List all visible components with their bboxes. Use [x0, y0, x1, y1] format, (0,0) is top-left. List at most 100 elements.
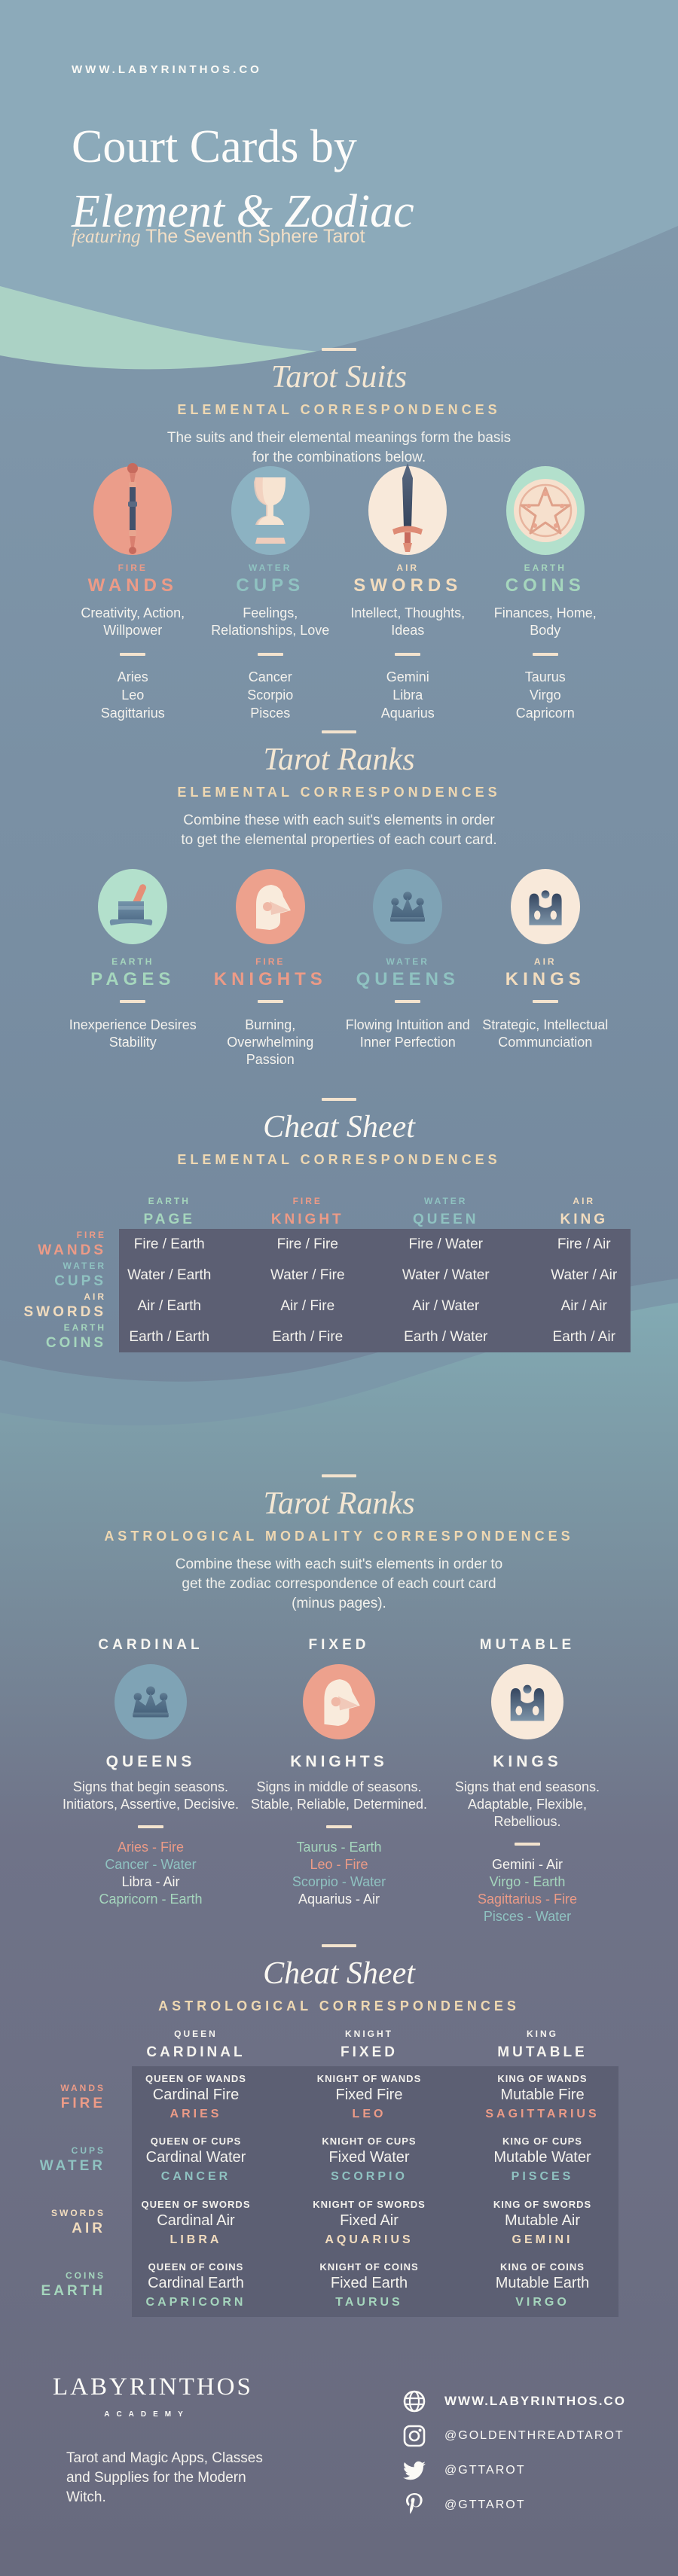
section-divider — [322, 1098, 356, 1101]
row-element: AIR — [72, 2221, 105, 2237]
section-cheat-astro: Cheat Sheet ASTROLOGICAL CORRESPONDENCES… — [0, 1944, 678, 2336]
table-cell: Water / Earth — [127, 1267, 212, 1283]
suit-cups: WATER CUPS Feelings, Relationships, Love… — [202, 466, 340, 722]
section-description: The suits and their elemental meanings f… — [166, 430, 512, 465]
column-element: WATER — [424, 1196, 468, 1206]
table-cell: Earth / Earth — [129, 1328, 210, 1345]
small-divider — [532, 653, 558, 656]
social-pinterest[interactable]: @GTTAROT — [401, 2492, 626, 2518]
rank-kings: AIR KINGS Strategic, Intellectual Commun… — [477, 869, 615, 1069]
suit-zodiac-list: Taurus Virgo Capricorn — [516, 668, 575, 722]
social-website[interactable]: WWW.LABYRINTHOS.CO — [401, 2389, 626, 2414]
social-links: WWW.LABYRINTHOS.CO @GOLDENTHREADTAROT @G… — [401, 2389, 626, 2527]
table-cell: Fire / Earth — [133, 1236, 205, 1252]
section-description: Combine these with each suit's elements … — [175, 1556, 503, 1611]
row-suit: COINS — [65, 2270, 105, 2282]
section-cheat-elemental: Cheat Sheet ELEMENTAL CORRESPONDENCES EA… — [0, 1098, 678, 1369]
court-card-cell: KING OF COINS Mutable Earth VIRGO — [495, 2260, 590, 2309]
cheat1-row-headers: FIRE WANDS WATER CUPS AIR SWORDS EARTH C… — [0, 1229, 106, 1352]
row-element: FIRE — [76, 1229, 106, 1240]
row-suit: CUPS — [54, 1273, 106, 1289]
small-divider — [138, 1825, 163, 1828]
row-element: WATER — [39, 2157, 105, 2174]
small-divider — [395, 1000, 421, 1003]
knight-helmet-icon — [324, 1679, 360, 1726]
sign-item: Aquarius - Air — [298, 1892, 380, 1907]
element-label: FIRE — [118, 562, 148, 573]
section-modality: Tarot Ranks ASTROLOGICAL MODALITY CORRES… — [0, 1474, 678, 1924]
court-card-cell: KNIGHT OF COINS Fixed Earth TAURUS — [319, 2260, 419, 2309]
sword-icon — [392, 463, 423, 552]
rank-name: QUEENS — [105, 1753, 196, 1770]
court-card-cell: KNIGHT OF WANDS Fixed Fire LEO — [316, 2073, 422, 2121]
rank-name: KINGS — [493, 1753, 562, 1770]
knights-bubble — [235, 869, 305, 944]
mutable-bubble — [491, 1664, 563, 1739]
queen-crown-icon — [390, 892, 426, 922]
row-element: FIRE — [60, 2095, 105, 2111]
cheat1-column-headers: EARTH PAGE FIRE KNIGHT WATER QUEEN AIR K… — [100, 1196, 653, 1229]
zodiac-item: Sagittarius — [100, 706, 165, 721]
logo-title: LABYRINTHOS — [53, 2373, 253, 2401]
page-title-line1: Court Cards by — [72, 121, 357, 172]
rank-pages: EARTH PAGES Inexperience Desires Stabili… — [64, 869, 202, 1069]
table-cell: Earth / Air — [552, 1328, 615, 1345]
small-divider — [326, 1825, 352, 1828]
kings-bubble — [510, 869, 580, 944]
section-title: Cheat Sheet — [263, 1956, 415, 1991]
column-element: FIRE — [292, 1196, 322, 1206]
site-url[interactable]: WWW.LABYRINTHOS.CO — [72, 63, 262, 76]
section-divider — [322, 730, 356, 733]
rank-name: PAGES — [90, 969, 176, 989]
wand-icon — [127, 463, 139, 554]
page-title-line2: Element & Zodiac — [72, 186, 414, 237]
social-twitter[interactable]: @GTTAROT — [401, 2458, 626, 2483]
instagram-icon — [401, 2425, 428, 2447]
modality-meaning: Signs in middle of seasons. Stable, Reli… — [250, 1779, 428, 1812]
section-subtitle: ELEMENTAL CORRESPONDENCES — [177, 402, 501, 417]
cheat1-table-background — [119, 1229, 631, 1352]
court-card-cell: QUEEN OF WANDS Cardinal Fire ARIES — [145, 2073, 246, 2121]
row-suit: CUPS — [71, 2145, 105, 2156]
court-card-cell: KING OF CUPS Mutable Water PISCES — [493, 2135, 591, 2184]
section-divider — [322, 1474, 356, 1477]
section-tarot-ranks: Tarot Ranks ELEMENTAL CORRESPONDENCES Co… — [0, 730, 678, 1092]
zodiac-item: Capricorn — [515, 706, 575, 721]
coins-bubble — [505, 466, 585, 555]
rank-queens: WATER QUEENS Flowing Intuition and Inner… — [339, 869, 477, 1069]
zodiac-item: Libra — [392, 687, 423, 703]
sign-item: Sagittarius - Fire — [477, 1892, 578, 1907]
sign-item: Libra - Air — [121, 1874, 180, 1889]
sign-item: Leo - Fire — [310, 1857, 368, 1872]
rank-name: QUEENS — [356, 969, 460, 989]
sign-item: Cancer - Water — [105, 1857, 197, 1872]
sign-item: Scorpio - Water — [292, 1874, 386, 1889]
section-subtitle: ELEMENTAL CORRESPONDENCES — [177, 785, 501, 800]
suit-name: SWORDS — [353, 575, 463, 596]
queen-crown-icon — [133, 1686, 169, 1718]
table-cell: Fire / Water — [408, 1236, 484, 1252]
column-rank: QUEEN — [174, 2029, 218, 2039]
featuring-rest: The Seventh Sphere Tarot — [145, 226, 365, 247]
suit-zodiac-list: Aries Leo Sagittarius — [101, 668, 165, 722]
cheat1-table: Fire / Earth Fire / Fire Fire / Water Fi… — [100, 1229, 653, 1352]
zodiac-item: Scorpio — [247, 687, 294, 703]
modality-grid: CARDINAL QUEENS Signs that begin seasons… — [56, 1637, 622, 1925]
page-hat-icon — [110, 884, 153, 925]
rank-meaning: Flowing Intuition and Inner Perfection — [345, 1017, 470, 1050]
suit-meaning: Intellect, Thoughts, Ideas — [350, 605, 466, 638]
cardinal-bubble — [115, 1664, 187, 1739]
small-divider — [515, 1843, 540, 1846]
suit-name: WANDS — [87, 575, 178, 596]
social-instagram[interactable]: @GOLDENTHREADTAROT — [401, 2423, 626, 2449]
rank-name: KNIGHTS — [290, 1753, 388, 1770]
table-cell: Water / Fire — [270, 1267, 345, 1283]
row-element: WATER — [63, 1260, 106, 1271]
rank-knights: FIRE KNIGHTS Burning, Overwhelming Passi… — [202, 869, 340, 1069]
featuring-line: featuring The Seventh Sphere Tarot — [72, 226, 365, 248]
sign-list: Taurus - Earth Leo - Fire Scorpio - Wate… — [292, 1839, 386, 1908]
table-cell: Water / Water — [402, 1267, 490, 1283]
column-element: AIR — [573, 1196, 596, 1206]
rank-meaning: Burning, Overwhelming Passion — [227, 1017, 314, 1067]
